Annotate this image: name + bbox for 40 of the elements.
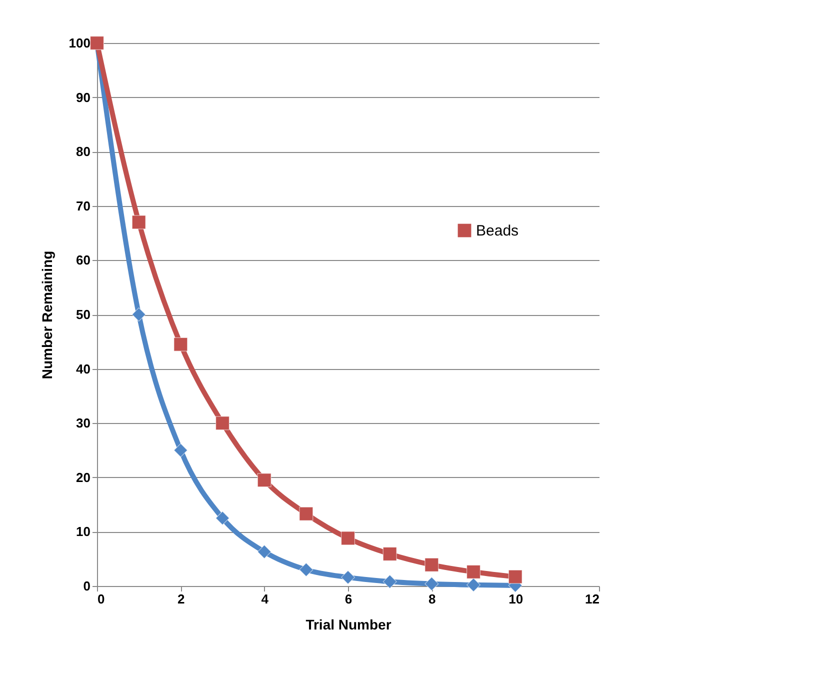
point [174,337,188,352]
point [424,576,439,591]
point [466,564,481,579]
point [257,544,272,559]
x-tick-label: 4 [261,592,270,606]
point [299,562,314,577]
y-tick-label: 40 [76,361,90,376]
point [215,416,230,430]
x-tick-label: 6 [344,592,352,606]
point [299,506,314,521]
x-tick-label: 2 [178,592,185,606]
point [340,570,356,584]
x-tick-label: 12 [585,592,600,606]
legend-label: Beads [476,222,519,240]
point [132,215,146,230]
y-tick-label: 30 [76,416,90,431]
point [257,473,272,488]
y-tick-label: 100 [68,36,90,50]
x-tick-label: 8 [428,592,436,606]
point [466,578,481,592]
y-tick-label: 10 [76,524,90,540]
y-tick-label: 70 [76,198,90,214]
point [424,558,439,572]
y-tick-label: 0 [83,578,90,594]
point [508,570,522,584]
y-tick-label: 50 [76,307,90,322]
x-axis-title: Trial Number [306,616,392,632]
y-axis-title: Number Remaining [38,250,55,380]
point [382,574,397,589]
y-tick-label: 90 [76,90,90,105]
point [382,546,397,561]
y-tick-label: 20 [76,470,90,485]
x-tick-label: 10 [508,592,524,606]
point [132,307,146,322]
y-tick-label: 80 [76,144,90,160]
point [215,511,230,526]
y-tick-label: 60 [76,252,90,268]
point [340,531,356,546]
x-tick-label: 0 [98,592,105,606]
point [174,443,188,458]
